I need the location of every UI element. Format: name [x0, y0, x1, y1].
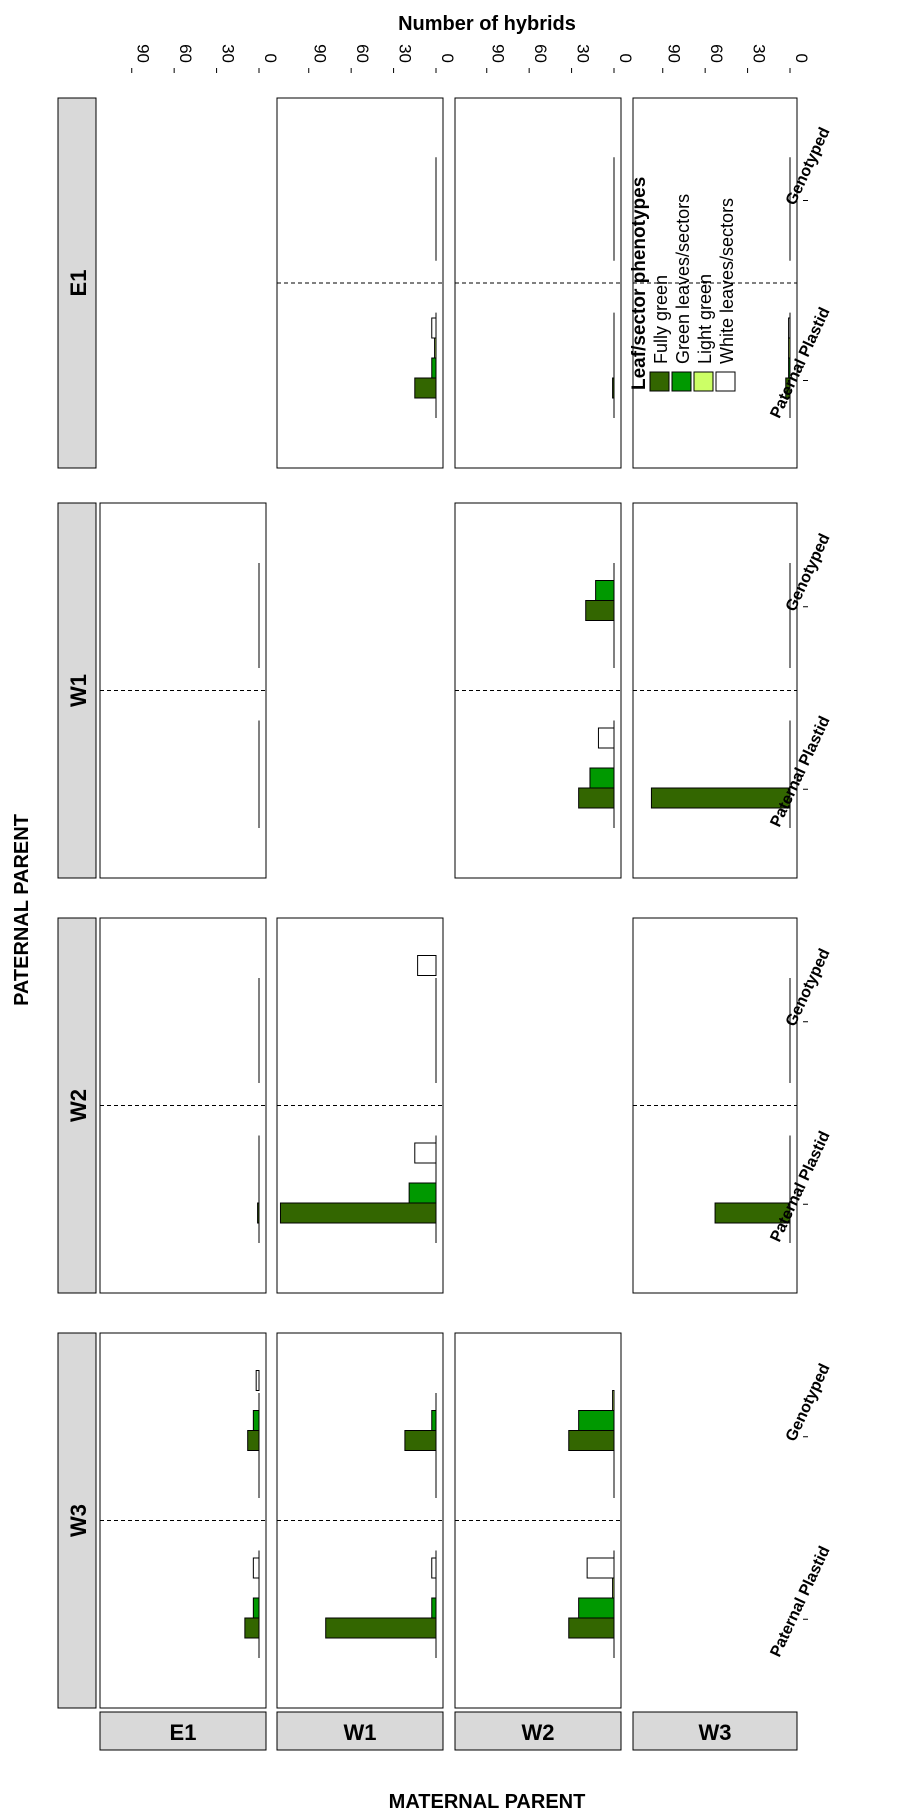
legend-swatch — [649, 371, 670, 392]
bar-fully-green — [325, 1617, 437, 1639]
y-tick-label: 90 — [311, 44, 330, 63]
bar-fully-green — [585, 600, 615, 621]
panel-w1-w2 — [454, 502, 622, 879]
y-tick-label: 0 — [438, 54, 457, 63]
legend-swatch — [693, 371, 714, 392]
paternal-strip-w2 — [57, 917, 97, 1294]
bar-green-leaves-sectors — [408, 1182, 437, 1204]
bar-fully-green — [414, 377, 437, 399]
bar-green-leaves-sectors — [578, 1410, 615, 1431]
paternal-strip-w3 — [57, 1332, 97, 1709]
maternal-strip-label-w3: W3 — [699, 1720, 732, 1745]
maternal-strip-w3 — [632, 1711, 798, 1751]
bar-white-leaves-sectors — [431, 1557, 437, 1579]
y-tick-label: 0 — [616, 54, 635, 63]
paternal-strip-w1 — [57, 502, 97, 879]
maternal-strip-e1 — [99, 1711, 267, 1751]
legend-item-label: Fully green — [651, 275, 671, 364]
paternal-strip-label-w1: W1 — [66, 674, 91, 707]
legend-item-label: Green leaves/sectors — [673, 194, 693, 364]
bar-fully-green — [279, 1202, 437, 1224]
panel-w3-w2 — [454, 1332, 622, 1709]
panels-layer — [99, 97, 798, 1709]
y-tick-label: 30 — [396, 44, 415, 63]
bar-white-leaves-sectors — [586, 1557, 615, 1579]
bar-fully-green — [650, 787, 791, 809]
y-tick-label: 60 — [707, 44, 726, 63]
bar-fully-green — [244, 1617, 260, 1639]
panel-w2-e1 — [99, 917, 267, 1294]
bar-green-leaves-sectors — [595, 580, 615, 601]
panel-w3-w1 — [276, 1332, 444, 1709]
bar-light-green — [434, 337, 437, 359]
y-tick-label: 0 — [261, 54, 280, 63]
legend-swatch — [715, 371, 736, 392]
bar-light-green — [788, 337, 791, 359]
y-tick-label: 0 — [792, 54, 811, 63]
bar-light-green — [612, 1577, 615, 1599]
paternal-strip-label-w2: W2 — [66, 1089, 91, 1122]
panel-e1-w1 — [276, 97, 444, 469]
maternal-strip-label-e1: E1 — [170, 1720, 197, 1745]
bar-fully-green — [568, 1430, 615, 1451]
legend-layer: Leaf/sector phenotypes Fully green Green l… — [629, 177, 737, 392]
paternal-parent-title: PATERNAL PARENT — [11, 814, 33, 1006]
bar-green-leaves-sectors — [252, 1410, 260, 1431]
maternal-parent-title: MATERNAL PARENT — [389, 1791, 586, 1813]
bar-fully-green — [247, 1430, 260, 1451]
category-label-paternal-plastid: Paternal Plastid — [767, 1544, 833, 1660]
bar-fully-green — [612, 377, 615, 399]
maternal-strip-label-w2: W2 — [522, 1720, 555, 1745]
bar-fully-green — [714, 1202, 791, 1224]
panel-w3-e1 — [99, 1332, 267, 1709]
strips-layer: E1 W1 W2 W3 E1 W1 W2 W3 — [57, 97, 798, 1751]
bar-white-leaves-sectors — [417, 955, 437, 976]
bar-fully-green — [568, 1617, 615, 1639]
category-label-genotyped: Genotyped — [783, 1361, 834, 1444]
y-tick-label: 90 — [134, 44, 153, 63]
bar-fully-green — [257, 1202, 260, 1224]
maternal-strip-label-w1: W1 — [344, 1720, 377, 1745]
maternal-strip-w2 — [454, 1711, 622, 1751]
bar-green-leaves-sectors — [589, 767, 615, 789]
bar-white-leaves-sectors — [788, 317, 791, 339]
y-tick-label: 60 — [531, 44, 550, 63]
bar-fully-green — [578, 787, 615, 809]
y-tick-label: 60 — [353, 44, 372, 63]
bar-light-green — [612, 1390, 615, 1411]
legend-title: Leaf/sector phenotypes — [629, 177, 650, 390]
y-tick-label: 30 — [574, 44, 593, 63]
legend-swatch — [671, 371, 692, 392]
legend-item-label: Light green — [695, 274, 715, 364]
bar-fully-green — [404, 1430, 437, 1451]
maternal-strip-w1 — [276, 1711, 444, 1751]
bar-green-leaves-sectors — [431, 1410, 437, 1431]
panel-w2-w1 — [276, 917, 444, 1294]
bar-white-leaves-sectors — [431, 317, 437, 339]
bar-white-leaves-sectors — [597, 727, 615, 749]
bar-green-leaves-sectors — [252, 1597, 260, 1619]
y-tick-label: 30 — [750, 44, 769, 63]
y-tick-label: 90 — [665, 44, 684, 63]
bar-green-leaves-sectors — [431, 357, 437, 379]
bar-white-leaves-sectors — [252, 1557, 260, 1579]
y-tick-label: 60 — [176, 44, 195, 63]
ticks-layer: 0 30 60 90 0 30 60 90 0 30 60 90 0 30 60 90 — [131, 44, 811, 73]
bar-fully-green — [785, 377, 791, 399]
paternal-strip-label-e1: E1 — [66, 270, 91, 297]
legend-item-label: White leaves/sectors — [717, 198, 737, 364]
bar-green-leaves-sectors — [431, 1597, 437, 1619]
bar-white-leaves-sectors — [255, 1370, 260, 1391]
paternal-strip-e1 — [57, 97, 97, 469]
y-axis-title: Number of hybrids — [398, 13, 576, 35]
y-tick-label: 90 — [489, 44, 508, 63]
bar-green-leaves-sectors — [578, 1597, 615, 1619]
y-tick-label: 30 — [219, 44, 238, 63]
bar-white-leaves-sectors — [414, 1142, 437, 1164]
paternal-strip-label-w3: W3 — [66, 1504, 91, 1537]
